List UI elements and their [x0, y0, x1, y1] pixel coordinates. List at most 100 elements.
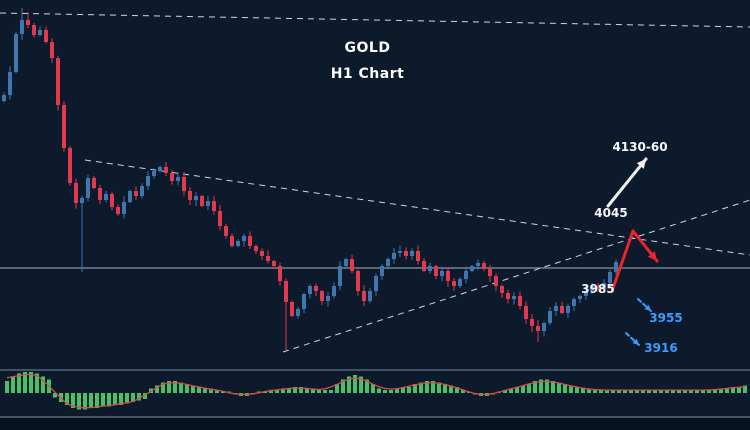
histogram-bar [515, 387, 519, 393]
candle-body [242, 236, 246, 241]
histogram-bar [641, 390, 645, 393]
candle-body [188, 191, 192, 200]
descending-trendline [84, 159, 750, 256]
candle-body [374, 276, 378, 291]
histogram-bar [665, 390, 669, 393]
candle-body [518, 296, 522, 306]
candle-body [284, 281, 288, 302]
histogram-bar [317, 390, 321, 393]
candle-body [608, 272, 612, 283]
candle-body [428, 266, 432, 271]
histogram-bar [419, 382, 423, 393]
histogram-bar [533, 381, 537, 393]
histogram-bar [29, 372, 33, 393]
candle-body [110, 194, 114, 207]
histogram-bar [587, 388, 591, 393]
candle-body [596, 286, 600, 289]
candle-body [176, 177, 180, 181]
candle-body [320, 291, 324, 301]
histogram-bar [215, 390, 219, 393]
histogram-bar [137, 393, 141, 401]
candle-body [398, 251, 402, 253]
histogram-bar [425, 381, 429, 393]
histogram-bar [83, 393, 87, 410]
candle-body [68, 148, 72, 183]
candle-body [446, 271, 450, 281]
candle-body [206, 201, 210, 206]
candle-body [44, 30, 48, 42]
candle-body [104, 194, 108, 200]
histogram-bar [287, 388, 291, 393]
candle-body [356, 271, 360, 291]
candle-body [74, 183, 78, 203]
candle-body [302, 294, 306, 309]
candle-body [530, 319, 534, 326]
histogram-bar [197, 387, 201, 393]
histogram-bar [557, 382, 561, 393]
histogram-bar [53, 393, 57, 398]
candle-body [236, 241, 240, 246]
candle-body [380, 266, 384, 276]
histogram-bar [275, 390, 279, 393]
candle-body [488, 269, 492, 276]
candle-body [434, 266, 438, 276]
candle-body [500, 286, 504, 293]
histogram-bar [701, 390, 705, 393]
candle-body [170, 173, 174, 181]
histogram-bar [695, 390, 699, 393]
candle-body [86, 178, 90, 198]
candle-body [368, 291, 372, 301]
candle-body [272, 261, 276, 266]
histogram-bar [209, 388, 213, 393]
candle-body [230, 236, 234, 246]
candle-body [548, 311, 552, 323]
impulse-arrow-red-up [610, 229, 635, 293]
histogram-bar [335, 384, 339, 393]
candle-body [572, 299, 576, 306]
histogram-bar [185, 384, 189, 393]
candle-body [290, 302, 294, 316]
candle-body [116, 207, 120, 214]
candle-body [536, 326, 540, 331]
histogram-bar [365, 379, 369, 393]
histogram-bar [17, 373, 21, 393]
candle-body [194, 196, 198, 200]
histogram-bar [725, 388, 729, 393]
candle-body [560, 306, 564, 313]
histogram-bar [521, 385, 525, 393]
histogram-bar [191, 385, 195, 393]
histogram-bar [455, 387, 459, 393]
histogram-bar [323, 390, 327, 393]
histogram-bar [263, 391, 267, 393]
impulse-arrow-red-down [631, 229, 659, 263]
candle-body [14, 34, 18, 72]
candle-body [62, 105, 66, 148]
histogram-bar [593, 390, 597, 393]
candle-body [224, 226, 228, 236]
candle-body [20, 20, 24, 34]
histogram-bar [41, 376, 45, 393]
candle-body [386, 259, 390, 266]
histogram-bar [713, 390, 717, 393]
candle-body [248, 236, 252, 246]
support-arrow-blue-2 [625, 332, 640, 346]
histogram-bar [389, 390, 393, 393]
candle-body [152, 171, 156, 176]
histogram-bar [107, 393, 111, 407]
histogram-bar [11, 376, 15, 393]
histogram-bar [269, 390, 273, 393]
candle-body [296, 309, 300, 316]
histogram-bar [707, 390, 711, 393]
candle-body [32, 25, 36, 35]
histogram-bar [671, 390, 675, 393]
histogram-bar [635, 390, 639, 393]
histogram-bar [437, 382, 441, 393]
histogram-bar [35, 373, 39, 393]
candle-body [314, 286, 318, 291]
histogram-bar [731, 387, 735, 393]
candle-body [512, 296, 516, 299]
candle-body [482, 263, 486, 269]
histogram-bar [155, 385, 159, 393]
histogram-bar [65, 393, 69, 405]
